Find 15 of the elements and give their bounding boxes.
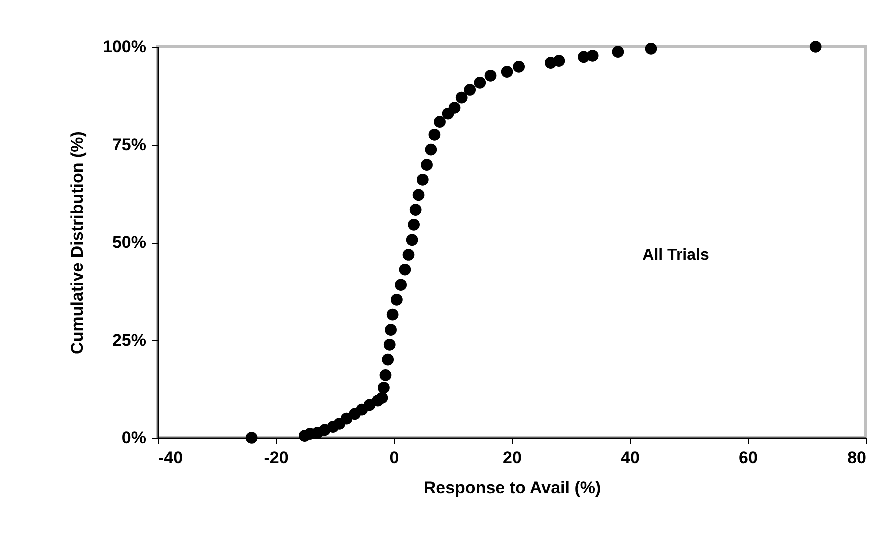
y-axis-title: Cumulative Distribution (%) [68, 132, 88, 354]
y-tick-label: 25% [112, 330, 146, 350]
y-tick-label: 75% [112, 135, 146, 154]
annotation: All Trials [642, 247, 710, 264]
x-tick-label: 80 [848, 448, 866, 468]
x-tick-label: -20 [264, 448, 289, 468]
y-tick-label: 50% [112, 233, 146, 252]
x-tick-label: 40 [621, 448, 640, 468]
x-axis-title: Response to Avail (%) [424, 478, 602, 498]
y-tick-label: 0% [122, 428, 146, 448]
x-tick-label: 60 [739, 448, 758, 468]
y-tick-label: 100% [103, 38, 146, 56]
x-tick-label: -40 [158, 448, 184, 468]
x-tick-label: 20 [503, 448, 522, 468]
x-tick-label: 0 [390, 448, 400, 468]
